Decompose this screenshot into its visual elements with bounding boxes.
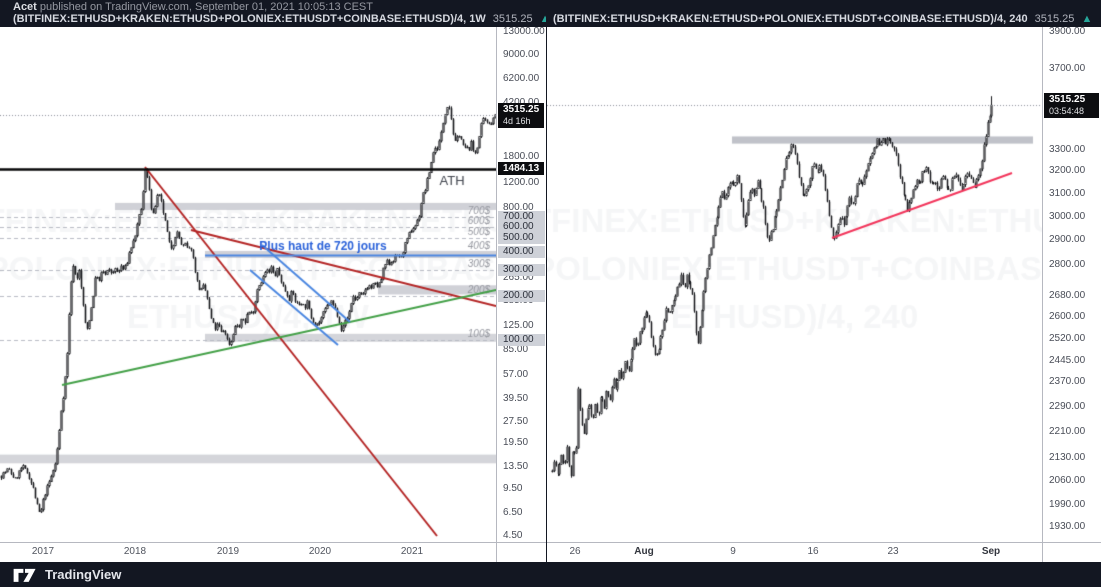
- right-last-price: 3515.25: [1034, 13, 1075, 25]
- header: Acet published on TradingView.com, Septe…: [0, 0, 1101, 27]
- time-tick: 2020: [308, 546, 332, 557]
- price-tick: 2290.00: [1049, 400, 1086, 412]
- price-tick: 2900.00: [1049, 234, 1086, 246]
- price-level-label: 300.00: [498, 264, 545, 277]
- price-tick: 2370.00: [1049, 376, 1086, 388]
- left-chart-pane: 13000.009000.006200.004200.001800.001200…: [0, 27, 546, 562]
- time-tick: 9: [730, 546, 736, 557]
- price-tick: 9000.00: [503, 49, 540, 61]
- price-tick: 2800.00: [1049, 259, 1086, 271]
- price-tick: 6.50: [503, 506, 523, 518]
- brand-name: TradingView: [45, 567, 122, 582]
- right-time-axis[interactable]: 26 Aug 9 16 23 Sep: [547, 542, 1101, 562]
- price-tick: 27.50: [503, 415, 529, 427]
- price-tick: 2600.00: [1049, 311, 1086, 323]
- price-tick: 2445.00: [1049, 354, 1086, 366]
- price-tick: 3200.00: [1049, 165, 1086, 177]
- tradingview-logo-icon: [13, 568, 36, 582]
- current-price-axis-label: 3515.25 4d 16h: [498, 102, 544, 128]
- right-price-axis[interactable]: 3900.00 3700.00 3300.00 3200.00 3100.00 3000.…: [1042, 27, 1101, 542]
- price-tick: 1800.00: [503, 151, 540, 163]
- price-tick: 125.00: [503, 319, 534, 331]
- left-chart-canvas[interactable]: [0, 27, 496, 542]
- price-tick: 2130.00: [1049, 451, 1086, 463]
- price-level-label: 200.00: [498, 290, 545, 303]
- price-tick: 19.50: [503, 437, 529, 449]
- time-tick: 26: [569, 546, 581, 557]
- left-price-axis[interactable]: 13000.009000.006200.004200.001800.001200…: [496, 27, 546, 542]
- price-tick: 3000.00: [1049, 210, 1086, 222]
- price-tick: 1200.00: [503, 176, 540, 188]
- tradingview-logo[interactable]: TradingView: [12, 565, 121, 584]
- right-chart-canvas[interactable]: [547, 27, 1042, 542]
- price-tick: 9.50: [503, 482, 523, 494]
- time-tick: 2021: [400, 546, 424, 557]
- left-chart-title: (BITFINEX:ETHUSD+KRAKEN:ETHUSD+POLONIEX:…: [13, 13, 546, 25]
- price-tick: 1990.00: [1049, 499, 1086, 511]
- price-tick: 3700.00: [1049, 63, 1086, 75]
- footer-bar: TradingView: [0, 562, 1101, 587]
- time-tick: 23: [887, 546, 899, 557]
- price-tick: 3900.00: [1049, 27, 1086, 37]
- price-level-label: 100.00: [498, 333, 545, 346]
- time-tick: 2018: [123, 546, 147, 557]
- published-line: Acet published on TradingView.com, Septe…: [13, 1, 373, 13]
- current-price-axis-label: 3515.25 03:54:48: [1044, 93, 1099, 119]
- right-chart-title: (BITFINEX:ETHUSD+KRAKEN:ETHUSD+POLONIEX:…: [553, 13, 1099, 25]
- ath-price-axis-label: 1484.13: [498, 162, 544, 176]
- price-level-label: 500.00: [498, 232, 545, 245]
- author-name: Acet: [13, 1, 37, 13]
- price-tick: 800.00: [503, 202, 534, 214]
- right-chart-pane: 3900.00 3700.00 3300.00 3200.00 3100.00 3000.…: [547, 27, 1101, 562]
- left-symbol-title: (BITFINEX:ETHUSD+KRAKEN:ETHUSD+POLONIEX:…: [13, 13, 486, 25]
- price-tick: 2680.00: [1049, 289, 1086, 301]
- time-tick: Sep: [981, 546, 1001, 557]
- price-tick: 2520.00: [1049, 333, 1086, 345]
- time-tick: 2017: [31, 546, 55, 557]
- price-tick: 13000.00: [503, 27, 545, 37]
- price-tick: 2060.00: [1049, 475, 1086, 487]
- time-tick: 2019: [216, 546, 240, 557]
- price-level-label: 600.00: [498, 220, 545, 233]
- price-tick: 57.00: [503, 369, 529, 381]
- left-last-price: 3515.25: [492, 13, 533, 25]
- price-tick: 2210.00: [1049, 425, 1086, 437]
- price-tick: 4.50: [503, 530, 523, 541]
- price-tick: 85.00: [503, 344, 529, 356]
- price-tick: 1930.00: [1049, 521, 1086, 532]
- price-tick: 39.50: [503, 392, 529, 404]
- left-time-axis[interactable]: 2017 2018 2019 2020 2021: [0, 542, 546, 562]
- price-tick: 6200.00: [503, 72, 540, 84]
- published-text: published on TradingView.com, September …: [36, 1, 373, 13]
- price-tick: 13.50: [503, 460, 529, 472]
- time-tick: Aug: [634, 546, 654, 557]
- right-symbol-title: (BITFINEX:ETHUSD+KRAKEN:ETHUSD+POLONIEX:…: [553, 13, 1028, 25]
- price-level-label: 700.00: [498, 210, 545, 223]
- up-triangle-icon: ▲: [1081, 13, 1093, 25]
- price-tick: 265.00: [503, 272, 534, 284]
- time-tick: 16: [807, 546, 819, 557]
- up-triangle-icon: ▲: [539, 13, 546, 25]
- price-tick: 3300.00: [1049, 143, 1086, 155]
- price-tick: 3100.00: [1049, 187, 1086, 199]
- price-level-label: 400.00: [498, 246, 545, 259]
